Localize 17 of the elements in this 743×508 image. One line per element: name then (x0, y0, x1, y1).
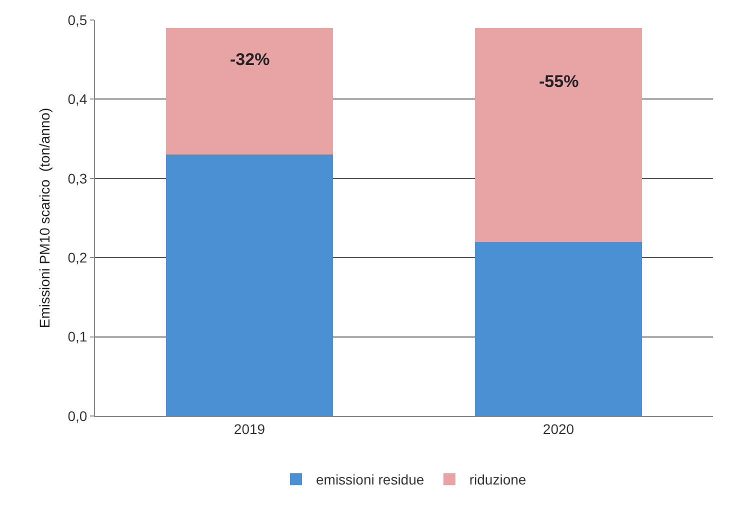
legend-label: riduzione (469, 472, 526, 488)
x-tick-label: 2020 (542, 420, 574, 437)
y-tick-label: 0,5 (68, 12, 88, 28)
bar (475, 28, 642, 242)
y-tick-label: 0,0 (68, 408, 88, 424)
x-tick-label: 2019 (234, 420, 266, 437)
bar (166, 28, 333, 155)
bar (166, 154, 333, 416)
annotation: -32% (230, 50, 270, 69)
y-axis-title: Emissioni PM10 scarico (ton/anno) (36, 108, 52, 328)
annotation: -55% (539, 72, 579, 91)
bar (475, 242, 642, 416)
legend-label: emissioni residue (316, 472, 424, 488)
y-tick-label: 0,4 (68, 91, 88, 108)
y-tick-label: 0,3 (68, 170, 88, 186)
y-tick-label: 0,2 (68, 250, 88, 266)
y-tick-label: 0,1 (68, 328, 88, 345)
